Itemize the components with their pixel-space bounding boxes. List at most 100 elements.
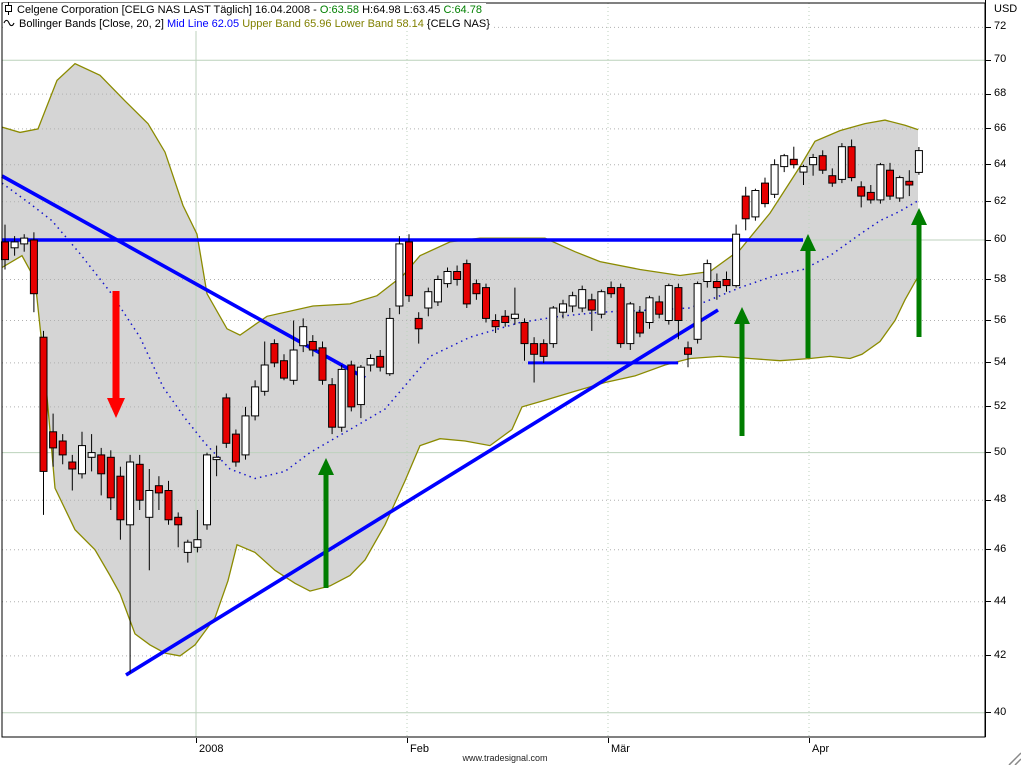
header-text-segment: Bollinger Bands [Close, 20, 2] (19, 18, 167, 30)
candle (635, 306, 644, 338)
candle (318, 341, 327, 385)
time-axis[interactable]: 2008 Feb Mär Apr (0, 738, 1024, 768)
candle (222, 393, 231, 448)
candle (106, 450, 115, 510)
candle (78, 431, 86, 479)
candle (732, 224, 741, 288)
candle (703, 259, 712, 288)
candle (818, 150, 827, 174)
candle (578, 285, 587, 313)
bollinger-band-fill (2, 63, 918, 656)
y-axis-tick (986, 655, 991, 657)
candle (135, 454, 144, 510)
y-axis-label: 50 (994, 445, 1007, 458)
candle (674, 283, 683, 340)
y-axis-tick (986, 59, 991, 61)
bollinger-lower-band-line (1, 254, 919, 657)
candle (347, 360, 356, 412)
watermark: www.tradesignal.com (462, 753, 548, 763)
y-axis-label: 62 (994, 194, 1007, 207)
candle (655, 295, 664, 319)
buy-signal-arrow-icon[interactable] (734, 307, 750, 436)
candle (837, 143, 846, 184)
sell-signal-arrow-icon[interactable] (107, 291, 125, 418)
buy-signal-arrow-icon[interactable] (318, 458, 334, 588)
header-text-segment: Mid Line 62.05 (166, 18, 240, 30)
candle (154, 476, 163, 510)
candle (722, 271, 731, 292)
x-axis-tick (407, 738, 408, 743)
candle (549, 306, 558, 348)
candle (616, 283, 625, 348)
candle (761, 177, 769, 208)
y-axis-tick (986, 406, 991, 408)
candle (212, 445, 221, 477)
y-axis-tick (986, 128, 991, 130)
buy-signal-arrow-icon[interactable] (911, 208, 927, 337)
candle (789, 146, 798, 169)
candle (607, 281, 616, 298)
candle (828, 168, 837, 187)
y-axis-label: 42 (994, 648, 1007, 661)
trendline[interactable] (125, 308, 719, 677)
y-axis-label: 64 (994, 157, 1007, 170)
candle (29, 232, 38, 313)
candle (328, 378, 337, 435)
y-axis-label: 48 (994, 493, 1007, 506)
y-axis-label: 58 (994, 272, 1007, 285)
candle (645, 295, 654, 329)
candle (520, 318, 529, 361)
y-axis-tick (986, 201, 991, 203)
candle (568, 291, 577, 313)
y-axis-label: 68 (994, 87, 1007, 100)
header-text-segment: C:64.78 (443, 4, 482, 16)
buy-signal-arrow-icon[interactable] (800, 234, 816, 358)
header-indicator-row[interactable]: Bollinger Bands [Close, 20, 2] Mid Line … (3, 17, 494, 31)
y-axis-label: 40 (994, 705, 1007, 718)
y-axis-tick (986, 549, 991, 551)
y-axis-tick (986, 239, 991, 241)
candle (866, 185, 875, 204)
header-text-segment: Celgene Corporation [CELG NAS LAST Tägli… (17, 4, 320, 16)
candle (97, 447, 106, 496)
x-axis-tick (196, 738, 197, 743)
y-axis-tick (986, 712, 991, 714)
candle (741, 186, 750, 231)
candle (385, 308, 394, 376)
candle (183, 539, 192, 563)
candle (49, 413, 58, 467)
candle (799, 164, 808, 185)
candle (895, 175, 904, 202)
candle (780, 153, 789, 173)
candle (443, 267, 452, 288)
resize-grip-icon[interactable] (1006, 752, 1022, 766)
y-axis-label: 60 (994, 233, 1007, 245)
candle (751, 188, 760, 221)
candle (433, 275, 442, 306)
candle (770, 159, 779, 198)
y-axis-tick (986, 320, 991, 321)
candle (847, 139, 856, 182)
candle (337, 365, 346, 432)
y-axis-label: 44 (994, 594, 1007, 607)
candle (424, 287, 433, 317)
candle (712, 273, 721, 300)
candle (510, 287, 519, 325)
header-instrument-row[interactable]: Celgene Corporation [CELG NAS LAST Tägli… (3, 1, 486, 17)
candle (145, 469, 154, 571)
candle (203, 452, 211, 530)
y-axis-tick (986, 26, 991, 28)
candle (857, 181, 866, 208)
candle (270, 339, 279, 368)
candle (308, 335, 317, 357)
price-axis[interactable]: USD 72 70 68 66 64 62 60 58 56 54 52 50 48 46 44 42 40 (985, 0, 1024, 737)
candle (462, 259, 471, 308)
candle (395, 236, 404, 315)
candle (126, 454, 135, 673)
candle (664, 283, 673, 325)
candle (251, 380, 260, 421)
candle (587, 293, 596, 331)
candle (876, 162, 885, 204)
instrument-title: Celgene Corporation [CELG NAS LAST Tägli… (17, 3, 482, 17)
